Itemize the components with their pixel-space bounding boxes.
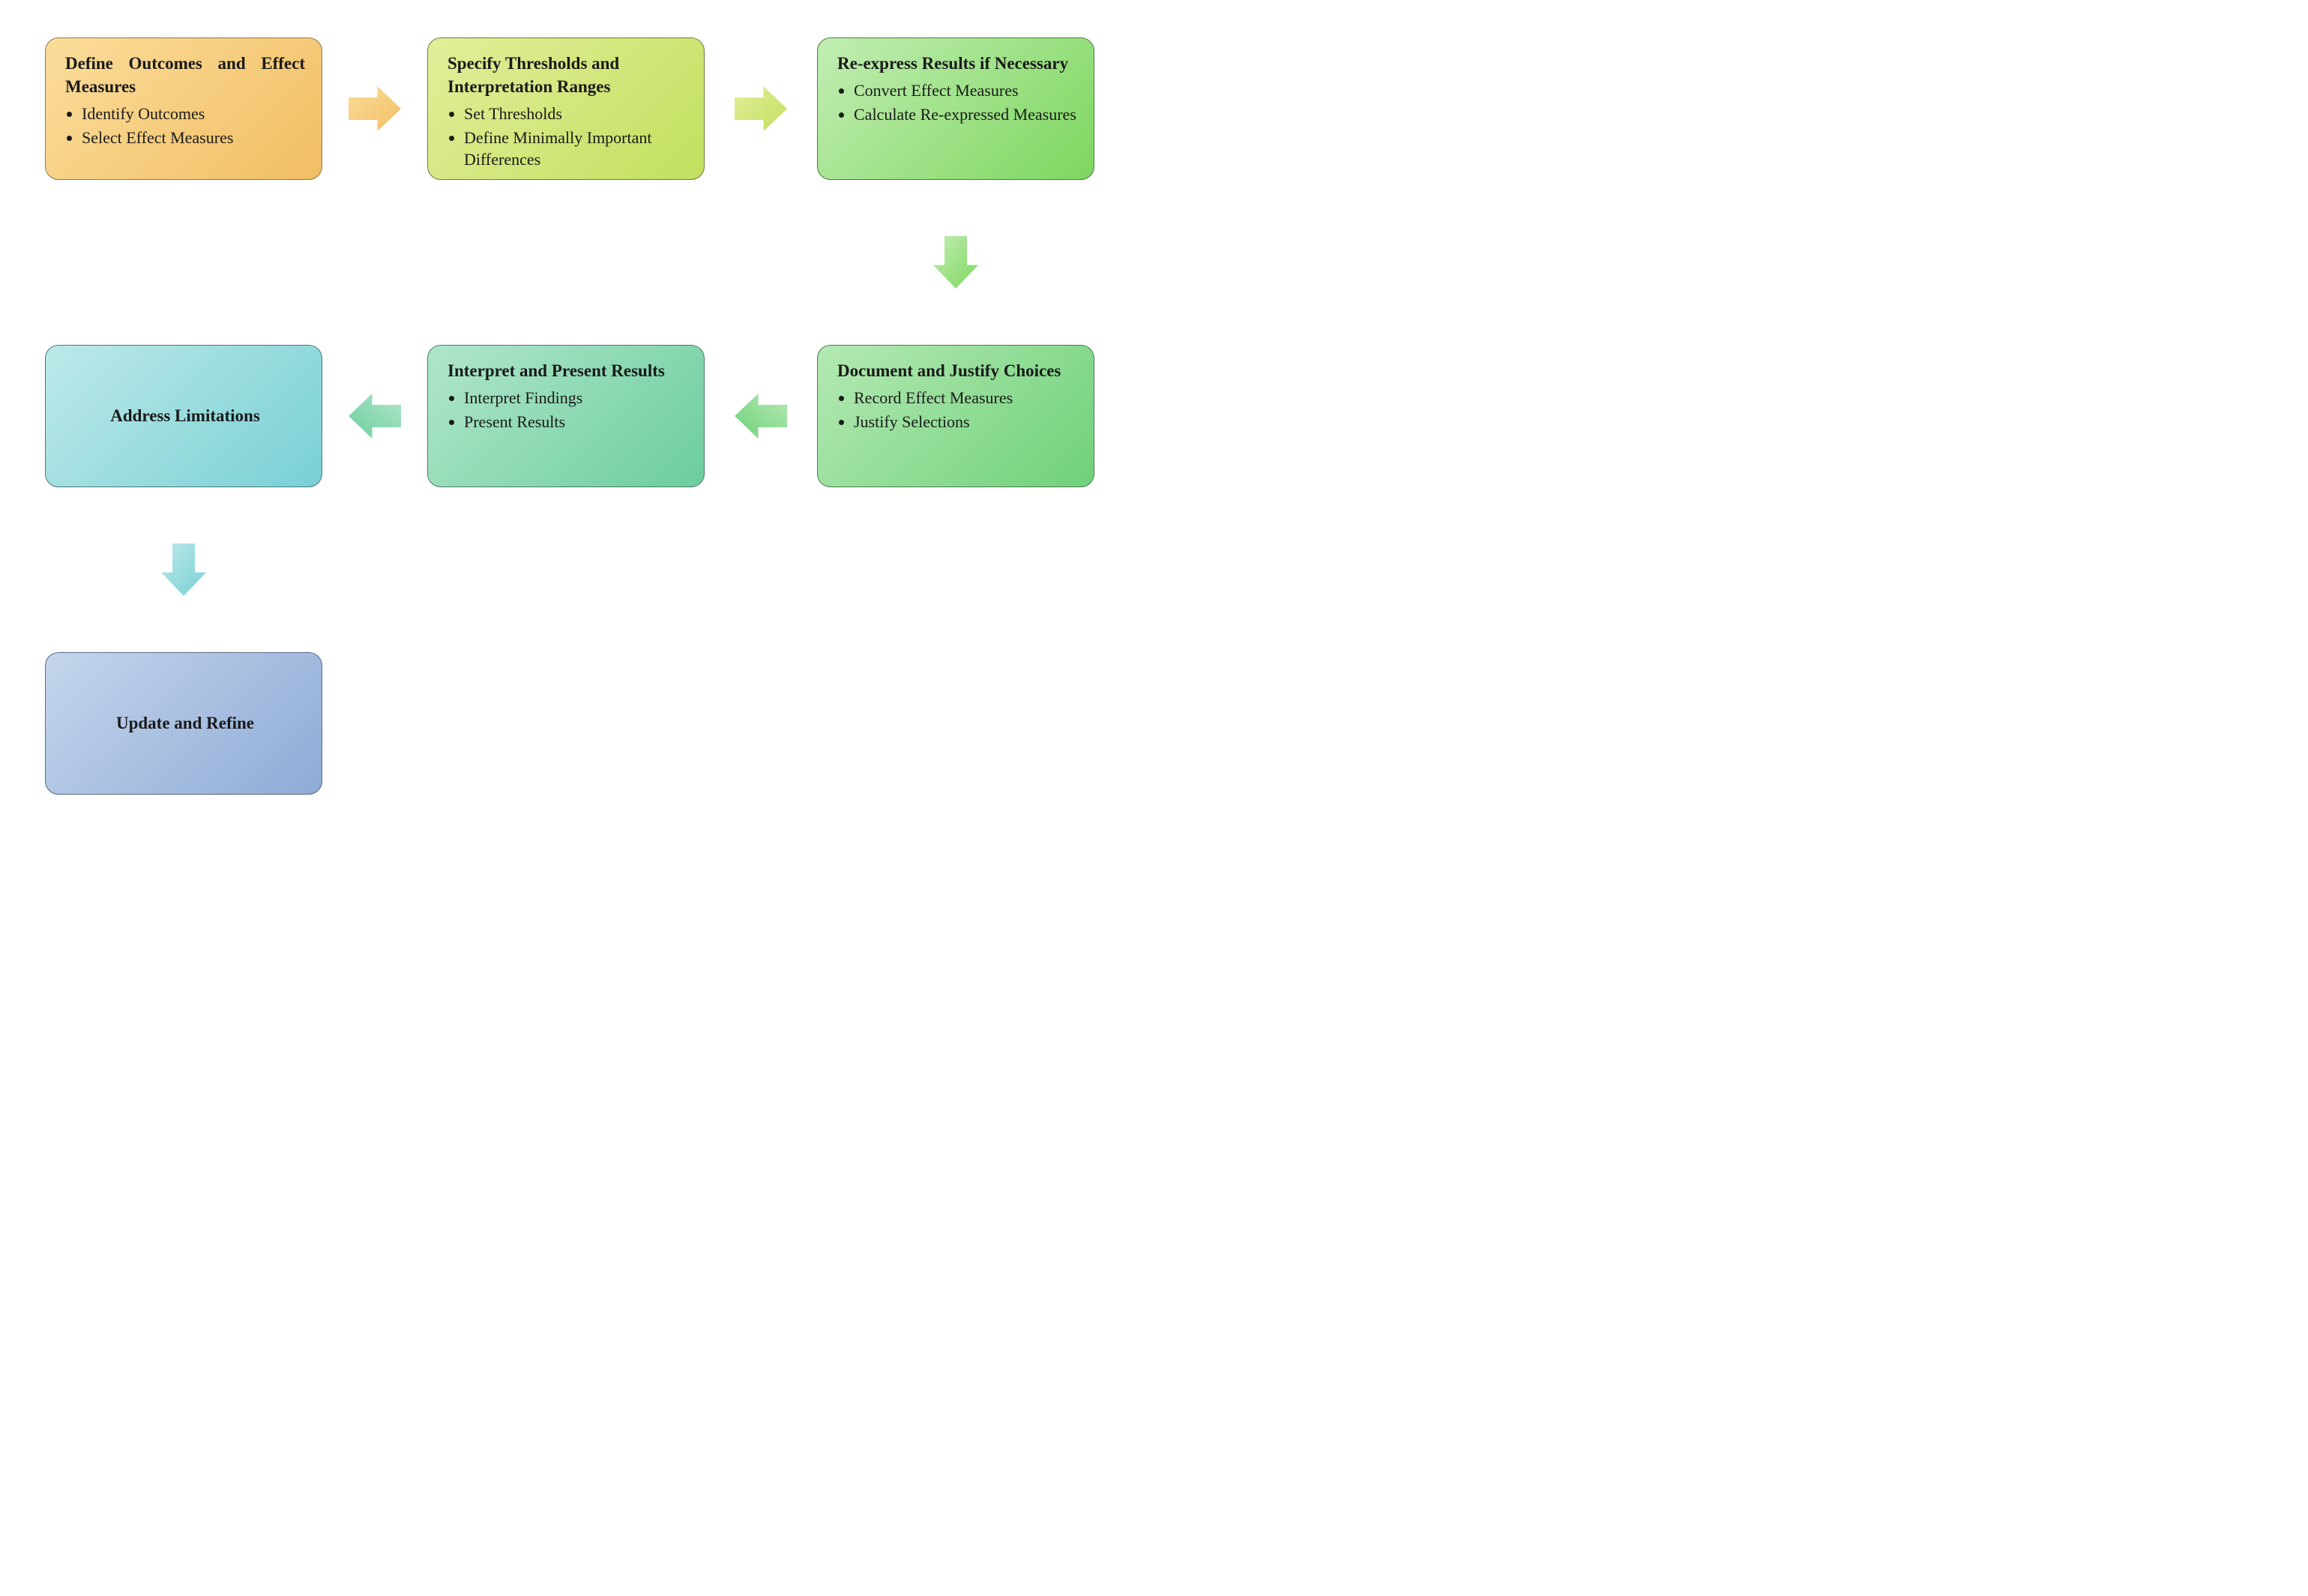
box-interpret-present: Interpret and Present Results Interpret F… — [427, 345, 705, 487]
box-title: Address Limitations — [110, 404, 260, 427]
box-specify-thresholds: Specify Thresholds and Interpretation Ra… — [427, 37, 705, 180]
arrow-5-6-arrow — [349, 394, 401, 439]
box-title: Update and Refine — [116, 711, 254, 735]
arrow-3-4-arrow — [933, 236, 978, 289]
box-title: Re-express Results if Necessary — [837, 52, 1077, 75]
box-bullet: Set Thresholds — [464, 103, 687, 125]
box-bullets: Set ThresholdsDefine Minimally Important… — [448, 103, 687, 171]
arrow-1-2-arrow — [349, 86, 401, 131]
box-bullet: Present Results — [464, 411, 687, 433]
arrow-2-3-arrow — [735, 86, 787, 131]
box-bullets: Identify OutcomesSelect Effect Measures — [65, 103, 305, 148]
box-bullets: Convert Effect MeasuresCalculate Re-expr… — [837, 79, 1077, 125]
box-bullet: Define Minimally Important Differences — [464, 127, 687, 171]
box-bullet: Calculate Re-expressed Measures — [854, 103, 1077, 126]
box-bullets: Record Effect MeasuresJustify Selections — [837, 387, 1077, 433]
box-title: Specify Thresholds and Interpretation Ra… — [448, 52, 687, 98]
box-bullet: Identify Outcomes — [82, 103, 305, 125]
arrow-6-7-arrow — [161, 543, 206, 596]
box-document-justify: Document and Justify Choices Record Effec… — [817, 345, 1094, 487]
box-bullet: Convert Effect Measures — [854, 79, 1077, 102]
box-address-limitations: Address Limitations — [45, 345, 322, 487]
box-title: Interpret and Present Results — [448, 359, 687, 382]
box-define-outcomes: Define Outcomes and Effect Measures Ident… — [45, 37, 322, 180]
box-bullets: Interpret FindingsPresent Results — [448, 387, 687, 433]
box-title: Document and Justify Choices — [837, 359, 1077, 382]
box-bullet: Select Effect Measures — [82, 127, 305, 149]
box-reexpress-results: Re-express Results if Necessary Convert E… — [817, 37, 1094, 180]
box-bullet: Interpret Findings — [464, 387, 687, 409]
flowchart-canvas: Define Outcomes and Effect Measures Ident… — [30, 30, 1139, 825]
arrow-4-5-arrow — [735, 394, 787, 439]
box-bullet: Record Effect Measures — [854, 387, 1077, 409]
box-title: Define Outcomes and Effect Measures — [65, 52, 305, 98]
box-bullet: Justify Selections — [854, 411, 1077, 433]
box-update-refine: Update and Refine — [45, 652, 322, 795]
